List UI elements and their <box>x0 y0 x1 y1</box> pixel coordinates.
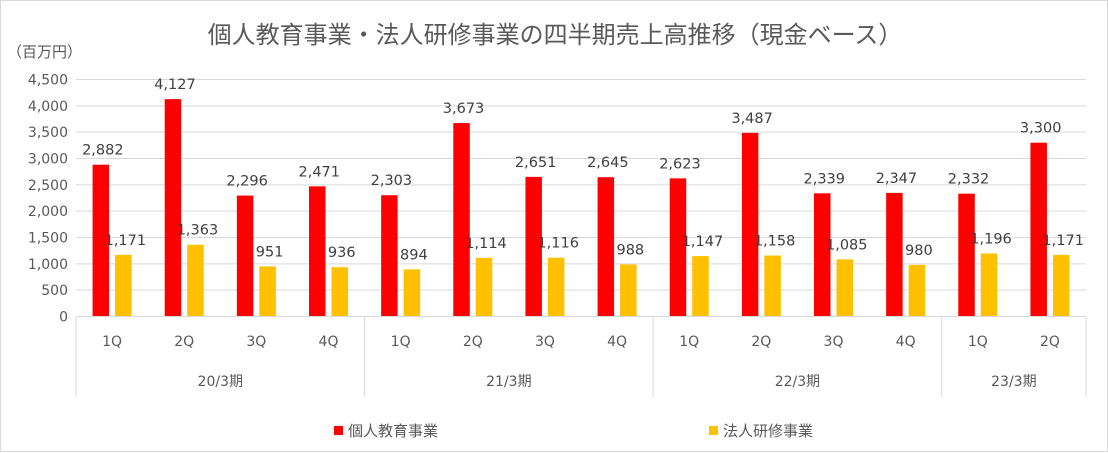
bar-individual <box>453 123 470 317</box>
data-label: 1,147 <box>682 234 724 250</box>
x-tick-label: 1Q <box>102 334 122 350</box>
legend-swatch <box>709 426 718 435</box>
data-label: 1,196 <box>970 232 1012 248</box>
bar-individual <box>958 193 975 317</box>
y-tick-label: 0 <box>59 310 68 326</box>
data-label: 1,158 <box>754 234 796 250</box>
bar-corporate <box>620 264 637 317</box>
bar-individual <box>597 177 615 317</box>
legend: 個人教育事業 法人研修事業 <box>334 422 813 440</box>
x-group-label: 20/3期 <box>198 374 243 390</box>
bar-individual <box>164 99 182 317</box>
y-tick-label: 500 <box>41 283 68 299</box>
bar-corporate <box>764 255 781 317</box>
data-label: 2,296 <box>226 174 268 190</box>
bar-corporate <box>187 244 204 317</box>
y-tick-label: 3,000 <box>28 152 68 168</box>
data-label: 894 <box>400 247 428 263</box>
y-tick-label: 4,000 <box>28 99 68 115</box>
data-label: 1,085 <box>826 237 868 253</box>
bars <box>92 99 1070 317</box>
data-label: 3,487 <box>731 111 773 127</box>
x-tick-label: 4Q <box>896 334 916 350</box>
data-label: 3,673 <box>443 101 485 117</box>
x-tick-label: 3Q <box>246 334 266 350</box>
bar-individual <box>236 195 254 317</box>
bar-individual <box>669 178 687 317</box>
data-label: 1,171 <box>1042 233 1084 249</box>
data-label: 2,651 <box>515 155 557 171</box>
data-label: 1,114 <box>465 236 507 252</box>
x-tick-label: 3Q <box>535 334 555 350</box>
y-tick-label: 1,500 <box>28 231 68 247</box>
y-tick-label: 3,500 <box>28 125 68 141</box>
data-label: 1,171 <box>105 233 147 249</box>
data-label: 2,339 <box>803 171 845 187</box>
x-tick-label: 1Q <box>679 334 699 350</box>
bar-individual <box>381 195 398 317</box>
x-tick-label: 1Q <box>968 334 988 350</box>
data-label: 980 <box>905 243 933 259</box>
bar-individual <box>92 164 110 317</box>
data-label: 2,623 <box>659 156 701 172</box>
data-label: 1,363 <box>177 223 219 239</box>
bar-corporate <box>115 254 132 317</box>
x-tick-label: 1Q <box>391 334 411 350</box>
data-labels: 2,882 4,127 2,296 2,471 2,303 3,673 2,651 2,645… <box>82 77 1084 263</box>
legend-label: 法人研修事業 <box>723 422 813 440</box>
bar-individual <box>886 192 903 317</box>
data-label: 2,332 <box>948 172 990 188</box>
bar-corporate <box>1052 254 1070 317</box>
data-label: 2,303 <box>371 173 413 189</box>
x-tick-label: 2Q <box>174 334 194 350</box>
data-label: 936 <box>328 245 356 261</box>
x-tick-label: 4Q <box>319 334 339 350</box>
x-group-label: 22/3期 <box>775 374 820 390</box>
bar-corporate <box>403 269 421 317</box>
legend-label: 個人教育事業 <box>348 422 438 440</box>
unit-label: （百万円） <box>7 43 82 61</box>
y-axis: 0 500 1,000 1,500 2,000 2,500 3,000 3,500 4,000 4… <box>28 73 68 326</box>
bar-corporate <box>331 267 348 317</box>
bar-individual <box>814 193 831 317</box>
chart-title: 個人教育事業・法人研修事業の四半期売上高推移（現金ベース） <box>208 21 903 49</box>
data-label: 2,347 <box>876 171 918 187</box>
bar-individual <box>525 176 542 317</box>
bar-individual <box>309 186 326 317</box>
bar-corporate <box>475 257 493 317</box>
data-label: 4,127 <box>154 77 196 93</box>
bar-corporate <box>836 259 853 317</box>
legend-swatch <box>334 426 343 435</box>
data-label: 988 <box>616 242 644 258</box>
bar-corporate <box>980 253 998 317</box>
y-tick-label: 2,500 <box>28 178 68 194</box>
data-label: 2,471 <box>298 164 340 180</box>
y-tick-label: 1,000 <box>28 257 68 273</box>
x-tick-label: 2Q <box>751 334 771 350</box>
bar-corporate <box>908 264 926 317</box>
data-label: 2,645 <box>587 155 629 171</box>
bar-corporate <box>692 256 709 317</box>
data-label: 1,116 <box>537 236 579 252</box>
x-group-label: 23/3期 <box>991 374 1036 390</box>
x-tick-label: 4Q <box>607 334 627 350</box>
bar-individual <box>1030 142 1047 317</box>
data-label: 2,882 <box>82 143 124 159</box>
bar-individual <box>741 132 759 317</box>
bar-corporate <box>547 257 565 317</box>
x-tick-label: 2Q <box>463 334 483 350</box>
x-group-label: 21/3期 <box>486 374 531 390</box>
data-label: 3,300 <box>1020 121 1062 137</box>
data-label: 951 <box>256 244 284 260</box>
y-tick-label: 2,000 <box>28 204 68 220</box>
y-tick-label: 4,500 <box>28 73 68 89</box>
x-tick-label: 3Q <box>824 334 844 350</box>
bar-corporate <box>259 266 276 317</box>
x-axis: 1Q 2Q 3Q 4Q 1Q 2Q 3Q 4Q 1Q 2Q 3Q 4Q 1Q 2Q 20/3期 21/3期 22… <box>75 316 1087 397</box>
x-tick-label: 2Q <box>1040 334 1060 350</box>
